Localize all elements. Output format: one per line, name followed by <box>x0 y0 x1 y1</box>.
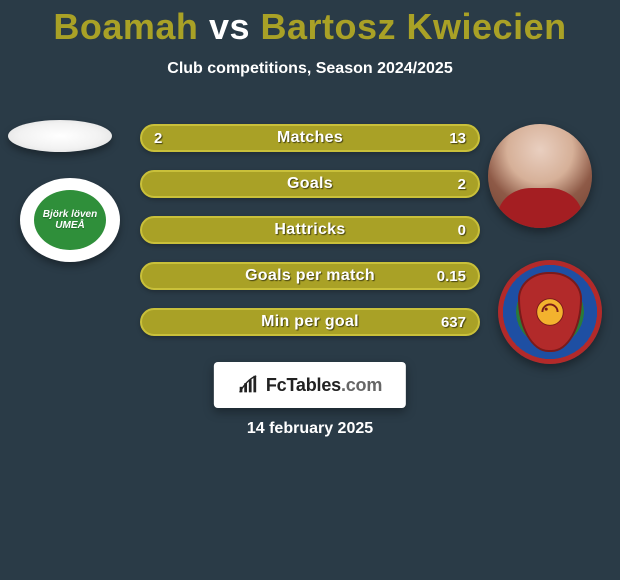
stat-label: Goals per match <box>142 264 478 288</box>
date-label: 14 february 2025 <box>0 420 620 438</box>
title-vs: vs <box>209 6 250 47</box>
page-title: Boamah vs Bartosz Kwiecien <box>0 0 620 48</box>
stat-right-value: 637 <box>441 310 466 334</box>
subtitle: Club competitions, Season 2024/2025 <box>0 60 620 78</box>
stat-row: Goals 2 <box>140 170 480 198</box>
branding-main: FcTables <box>266 375 341 395</box>
stat-label: Min per goal <box>142 310 478 334</box>
branding-text: FcTables.com <box>266 375 382 396</box>
stat-label: Matches <box>142 126 478 150</box>
stat-label: Hattricks <box>142 218 478 242</box>
stat-row: Min per goal 637 <box>140 308 480 336</box>
club-badge-text: Björk löven UMEÅ <box>34 190 106 250</box>
player-right-club-badge <box>498 260 602 364</box>
player-right-avatar <box>488 124 592 228</box>
stat-right-value: 0.15 <box>437 264 466 288</box>
stat-row: Goals per match 0.15 <box>140 262 480 290</box>
signal-bars-icon <box>238 374 260 396</box>
stat-right-value: 2 <box>458 172 466 196</box>
title-right-name: Bartosz Kwiecien <box>261 6 567 47</box>
player-left-club-badge: Björk löven UMEÅ <box>20 178 120 262</box>
stat-right-value: 13 <box>449 126 466 150</box>
stat-row: Hattricks 0 <box>140 216 480 244</box>
stat-right-value: 0 <box>458 218 466 242</box>
title-left-name: Boamah <box>53 6 198 47</box>
stat-label: Goals <box>142 172 478 196</box>
stats-list: 2 Matches 13 Goals 2 Hattricks 0 Goals p… <box>140 124 480 354</box>
branding-badge: FcTables.com <box>214 362 406 408</box>
club-shield-icon <box>518 272 582 352</box>
player-left-avatar <box>8 120 112 152</box>
stat-row: 2 Matches 13 <box>140 124 480 152</box>
branding-suffix: .com <box>341 375 382 395</box>
